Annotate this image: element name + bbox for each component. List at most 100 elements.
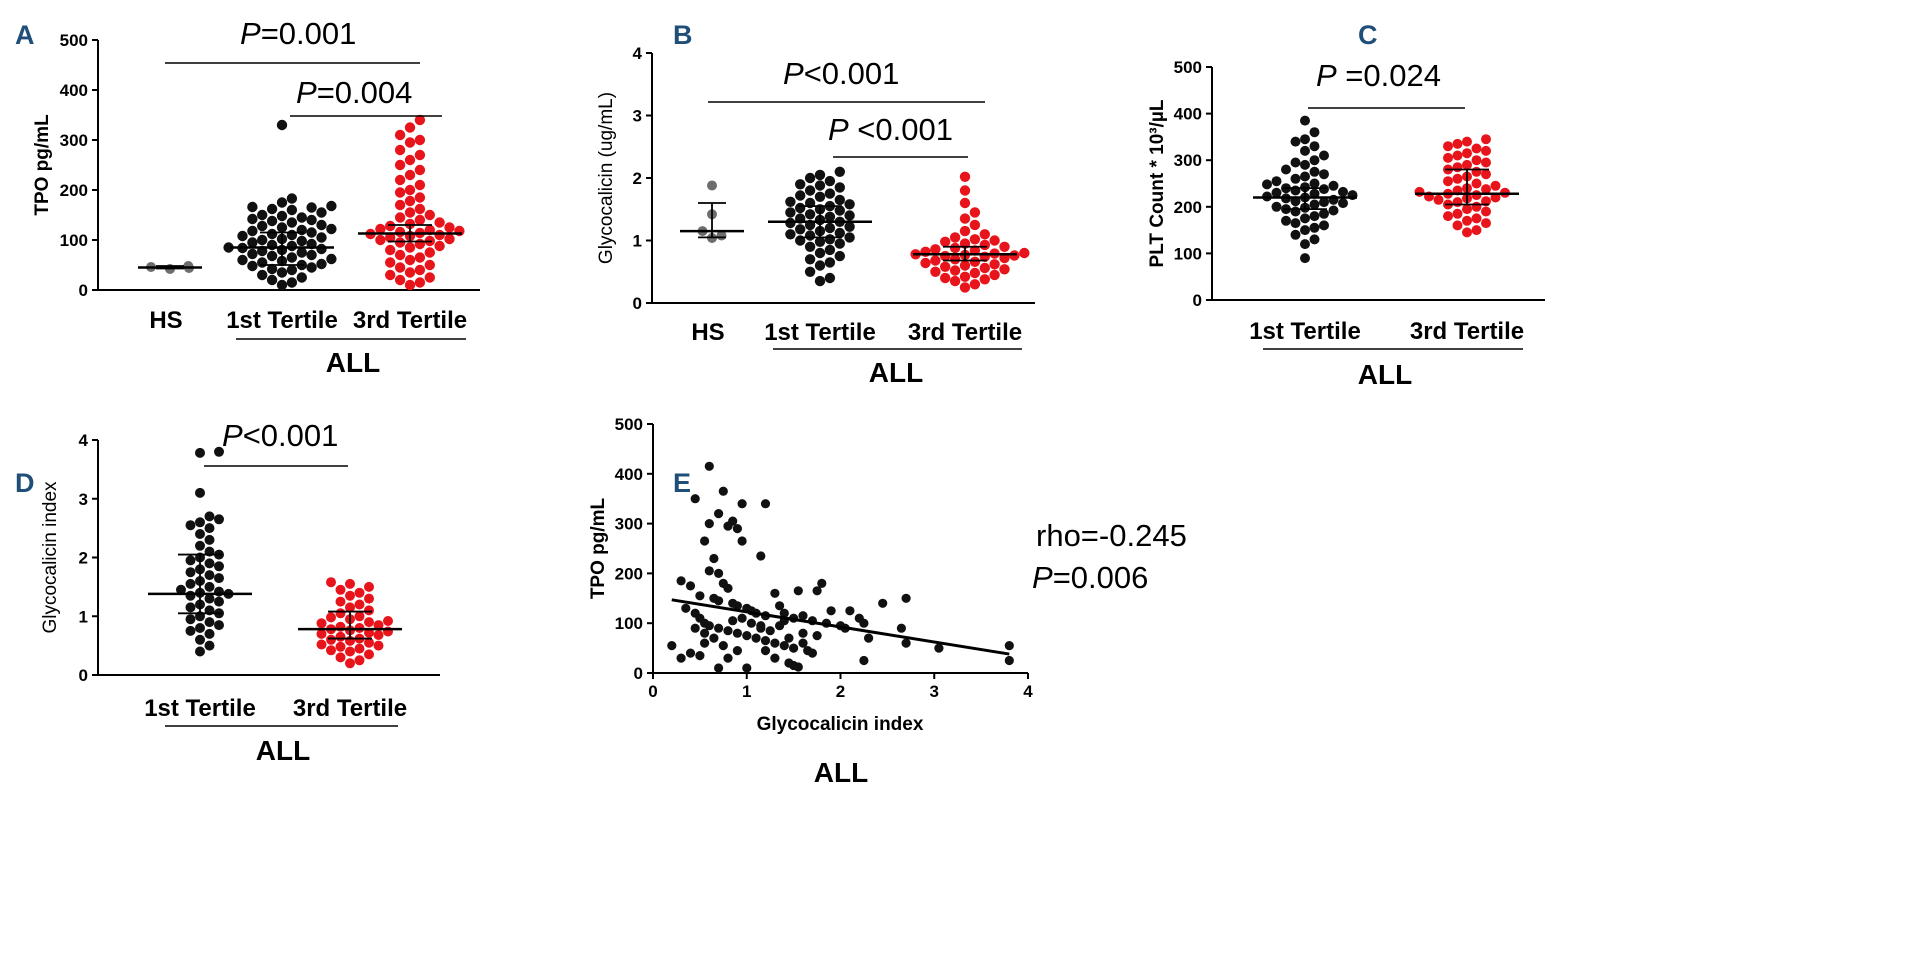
data-point — [793, 586, 803, 596]
data-point — [414, 179, 426, 191]
data-point — [316, 232, 327, 243]
data-point — [798, 628, 808, 638]
data-point — [695, 651, 705, 661]
data-point — [404, 267, 416, 278]
p-value: <0.001 — [243, 418, 339, 453]
data-point — [326, 223, 337, 235]
data-point — [1452, 138, 1463, 149]
data-point — [335, 584, 346, 595]
data-point — [316, 243, 327, 255]
data-point — [266, 228, 278, 240]
data-point — [335, 652, 346, 663]
data-point — [1290, 173, 1301, 184]
data-point — [1471, 143, 1482, 154]
p-value-label: P<0.001 — [222, 418, 338, 453]
x-tick-label: 3 — [930, 682, 939, 701]
data-point — [444, 222, 455, 233]
data-point — [859, 618, 869, 628]
data-point — [979, 239, 990, 251]
data-point — [1309, 222, 1320, 233]
data-point — [354, 587, 365, 598]
data-point — [798, 638, 808, 648]
data-point — [266, 203, 278, 215]
data-point — [1319, 150, 1329, 161]
data-point — [1300, 225, 1310, 236]
data-point — [1004, 655, 1014, 666]
y-tick-label: 4 — [633, 44, 643, 63]
data-point — [414, 238, 426, 250]
y-axis-label: Glycocalicin index — [40, 481, 61, 634]
data-point — [257, 269, 268, 281]
data-point — [1300, 253, 1310, 264]
data-point — [714, 663, 724, 673]
y-tick-label: 100 — [1174, 244, 1202, 263]
data-point — [373, 640, 384, 651]
p-value-label: P=0.004 — [296, 75, 412, 110]
data-point — [795, 179, 806, 190]
data-point — [930, 266, 941, 277]
data-point — [969, 219, 981, 231]
data-point — [760, 646, 771, 656]
data-point — [723, 653, 733, 663]
data-point — [737, 536, 747, 546]
data-point — [354, 611, 365, 622]
data-point — [1462, 215, 1472, 226]
data-point — [1471, 166, 1482, 177]
data-point — [795, 202, 806, 214]
data-point — [266, 263, 278, 275]
data-point — [247, 237, 258, 248]
data-point — [373, 630, 384, 640]
data-point — [306, 202, 317, 213]
data-point — [404, 254, 416, 266]
data-point — [247, 260, 258, 272]
data-point — [326, 200, 337, 212]
p-value: <0.001 — [804, 56, 900, 91]
data-point — [385, 244, 396, 256]
data-point — [286, 240, 298, 252]
data-point — [1309, 166, 1320, 177]
data-point — [257, 209, 268, 221]
data-point — [676, 576, 686, 586]
data-point — [949, 254, 961, 265]
data-point — [775, 601, 785, 611]
y-tick-label: 200 — [1174, 198, 1202, 217]
category-label: 1st Tertile — [764, 319, 876, 346]
data-point — [864, 633, 874, 643]
data-point — [286, 229, 298, 241]
data-point — [247, 213, 258, 225]
data-point — [414, 134, 426, 146]
data-point — [1452, 150, 1463, 161]
data-point — [1452, 208, 1463, 219]
data-point — [204, 523, 215, 534]
data-point — [793, 662, 803, 672]
data-point — [286, 193, 298, 204]
data-point — [1462, 227, 1472, 238]
data-point — [296, 272, 307, 283]
data-point — [824, 222, 836, 234]
category-label: HS — [149, 307, 182, 334]
data-point — [394, 262, 406, 273]
y-tick-label: 500 — [615, 415, 643, 434]
data-point — [814, 180, 826, 191]
data-point — [834, 250, 845, 262]
y-tick-label: 0 — [79, 281, 88, 300]
data-point — [1290, 218, 1301, 229]
y-tick-label: 1 — [633, 232, 642, 251]
data-point — [385, 269, 396, 281]
data-point — [1309, 178, 1320, 189]
data-point — [1290, 185, 1301, 196]
data-point — [176, 584, 186, 595]
data-point — [1471, 201, 1482, 212]
data-point — [204, 628, 215, 639]
x-tick-label: 2 — [836, 682, 845, 701]
data-point — [1300, 145, 1310, 156]
y-tick-label: 300 — [615, 515, 643, 534]
data-point — [276, 210, 288, 222]
data-point — [306, 214, 317, 226]
data-point — [718, 641, 728, 651]
data-point — [394, 237, 406, 248]
data-point — [185, 625, 196, 636]
panel-letter-d: D — [15, 468, 35, 498]
data-point — [704, 566, 714, 576]
